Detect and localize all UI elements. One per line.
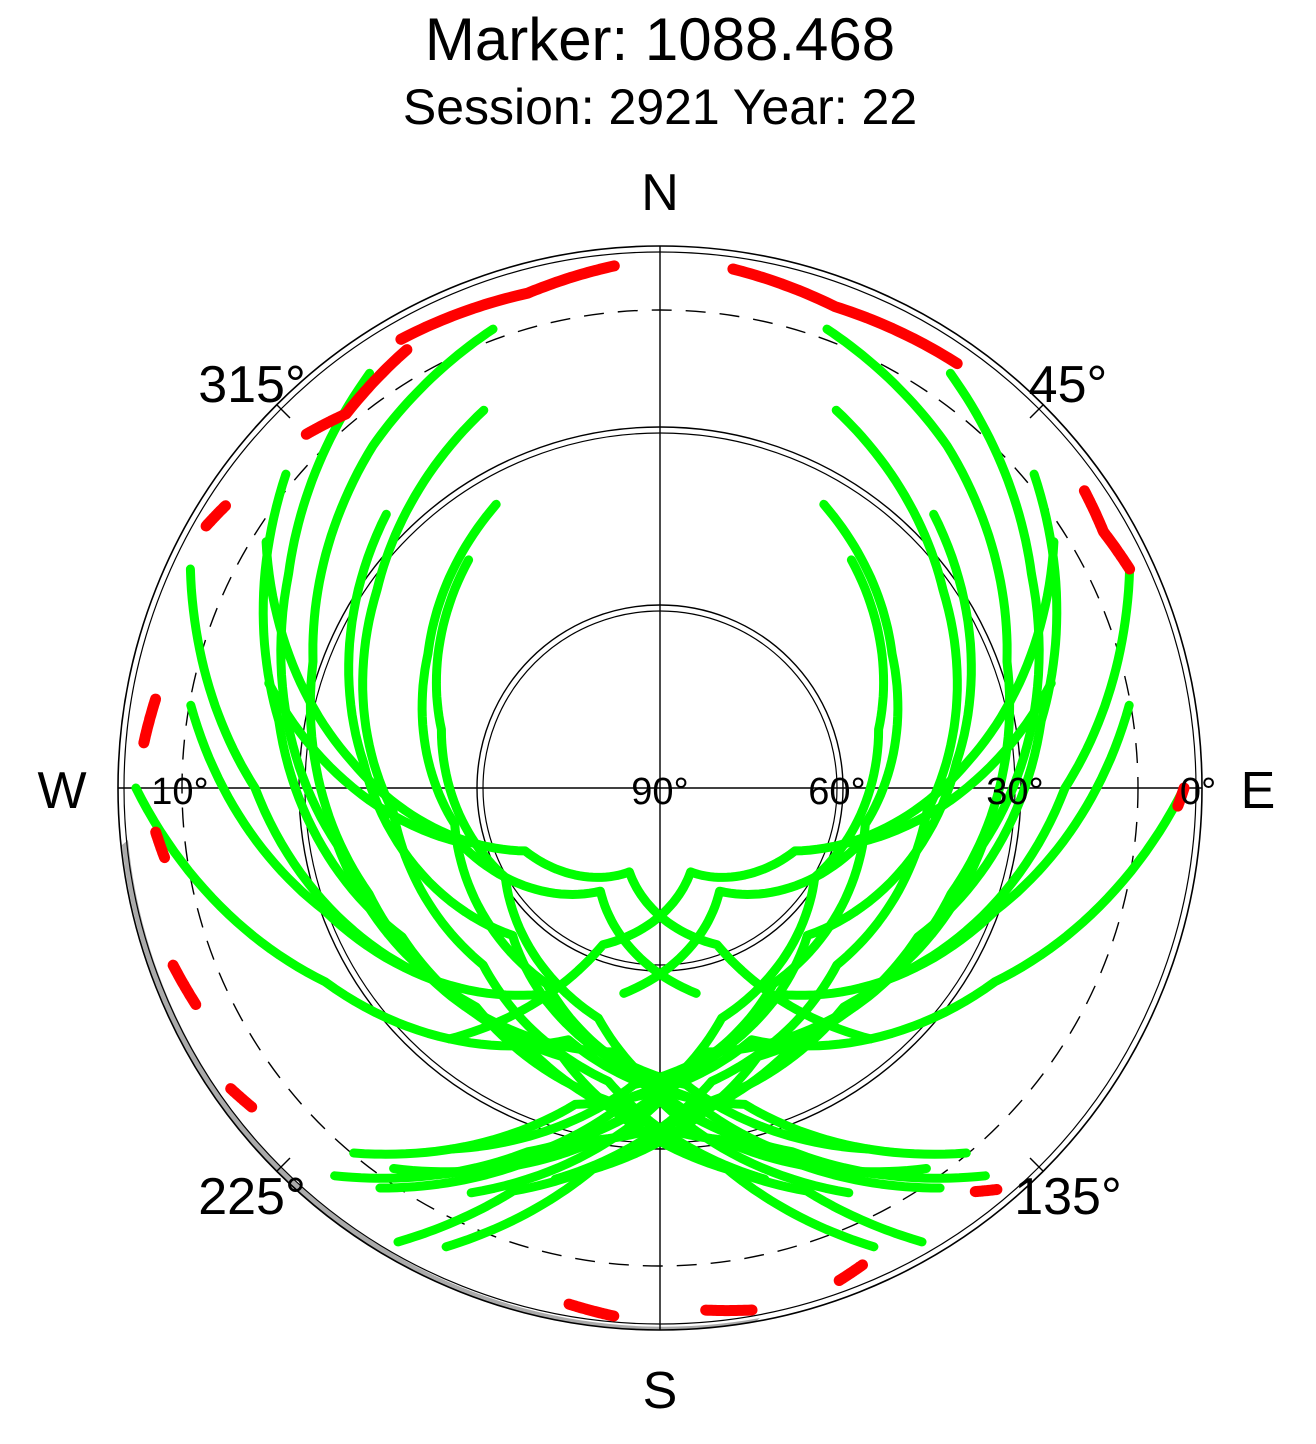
elevation-label-10: 10° [151, 771, 208, 813]
flagged-track-8 [969, 1184, 1003, 1198]
flagged-track-4 [1078, 485, 1136, 575]
azimuth-label-315: 315° [198, 356, 306, 414]
satellite-track-11 [305, 324, 931, 1177]
satellite-track-14 [358, 405, 770, 1184]
flagged-track-5 [138, 693, 162, 749]
compass-south-label: S [643, 1362, 678, 1420]
flagged-track-3 [300, 344, 413, 440]
satellite-track-24 [264, 678, 701, 998]
satellite-track-18 [344, 509, 854, 1198]
flagged-track-10 [563, 1298, 620, 1322]
compass-north-label: N [641, 164, 679, 222]
flagged-track-11 [833, 1259, 868, 1286]
chart-subtitle: Session: 2921 Year: 22 [403, 79, 917, 135]
satellite-track-10 [349, 783, 1189, 1159]
azimuth-label-225: 225° [198, 1168, 306, 1226]
satellite-track-1 [389, 324, 1015, 1177]
satellite-track-16 [417, 499, 888, 1180]
satellite-tracks [131, 260, 1190, 1322]
satellite-track-7 [375, 555, 889, 1193]
flagged-track-14 [200, 500, 231, 532]
elevation-label-60: 60° [808, 771, 865, 813]
compass-west-label: W [37, 762, 86, 820]
tick-45 [1029, 404, 1044, 419]
compass-east-label: E [1241, 762, 1276, 820]
satellite-track-6 [432, 499, 903, 1180]
flagged-track-13 [150, 826, 171, 864]
satellite-track-20 [131, 783, 971, 1159]
flagged-track-9 [700, 1304, 758, 1317]
azimuth-label-45: 45° [1029, 356, 1108, 414]
elevation-label-30: 30° [986, 771, 1043, 813]
tick-135 [1029, 1157, 1044, 1172]
satellite-track-21 [445, 537, 1059, 1044]
tick-225 [276, 1157, 291, 1172]
tick-315 [276, 404, 291, 419]
satellite-track-22 [261, 537, 875, 1044]
flagged-track-6 [167, 959, 202, 1010]
flagged-track-2 [395, 260, 620, 345]
flagged-track-7 [225, 1083, 258, 1113]
elevation-label-0: 0° [1180, 771, 1216, 813]
azimuth-label-135: 135° [1014, 1168, 1122, 1226]
elevation-label-90: 90° [631, 771, 688, 813]
satellite-track-23 [619, 678, 1056, 998]
satellite-track-17 [431, 555, 945, 1193]
flagged-track-1 [727, 263, 963, 370]
chart-title: Marker: 1088.468 [425, 6, 895, 73]
flagged-track-12 [1172, 782, 1190, 812]
